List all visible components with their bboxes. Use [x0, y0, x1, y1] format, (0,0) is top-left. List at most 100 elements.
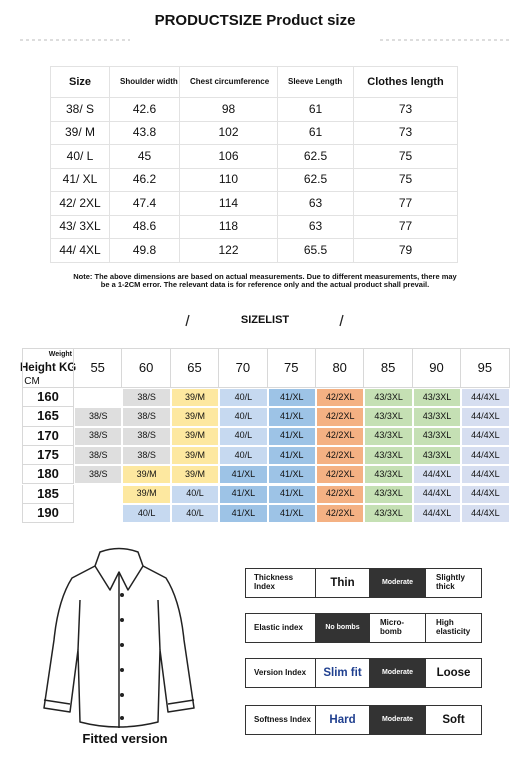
table-cell: 63 [278, 192, 354, 216]
attribute-label: Version Index [245, 658, 316, 688]
size-cell: 39/M [170, 465, 220, 485]
attribute-label: Softness Index [245, 705, 316, 735]
table-cell: 61 [278, 121, 354, 145]
height-label: 180 [22, 465, 74, 485]
size-cell: 43/3XL [364, 388, 413, 408]
size-cell: 40/L [219, 426, 268, 446]
table-cell: 39/ M [50, 121, 110, 145]
table-cell: 49.8 [110, 239, 180, 263]
attribute-option: Slim fit [316, 658, 370, 688]
size-cell: 43/3XL [364, 484, 413, 504]
size-cell: 42/2XL [316, 503, 365, 524]
size-cell: 39/M [122, 465, 171, 485]
size-cell: 41/XL [267, 426, 316, 446]
size-cell: 44/4XL [412, 484, 462, 504]
table-cell: 106 [180, 145, 278, 169]
note: Note: The above dimensions are based on … [73, 271, 457, 289]
weight-header: 65 [170, 348, 220, 388]
weight-header: 60 [122, 348, 171, 388]
table-cell: 75 [354, 168, 458, 192]
title: PRODUCTSIZE Product size [154, 11, 356, 29]
size-cell: 38/S [122, 445, 171, 466]
table-cell: 61 [278, 98, 354, 122]
size-cell: 42/2XL [316, 407, 365, 427]
table-cell: 43.8 [110, 121, 180, 145]
table-cell: 65.5 [278, 239, 354, 263]
table-cell: 42.6 [110, 98, 180, 122]
size-cell: 40/L [219, 445, 268, 466]
size-cell: 38/S [122, 426, 171, 446]
size-cell: 41/XL [267, 484, 316, 504]
size-cell: 44/4XL [461, 445, 510, 466]
size-cell: 41/XL [219, 503, 268, 524]
table-cell: 102 [180, 121, 278, 145]
table-cell: 122 [180, 239, 278, 263]
table-cell: 73 [354, 121, 458, 145]
size-cell: 41/XL [219, 484, 268, 504]
weight-header: 70 [219, 348, 268, 388]
table-cell: 44/ 4XL [50, 239, 110, 263]
size-cell: 40/L [219, 388, 268, 408]
size-cell: 43/3XL [364, 407, 413, 427]
size-cell: 41/XL [267, 503, 316, 524]
table-cell: 98 [180, 98, 278, 122]
size-cell: 39/M [170, 407, 220, 427]
size-cell [74, 503, 123, 524]
size-cell: 38/S [74, 407, 123, 427]
height-label: 190 [22, 503, 74, 524]
size-cell: 38/S [74, 426, 123, 446]
size-cell: 44/4XL [412, 503, 462, 524]
table-cell: 73 [354, 98, 458, 122]
size-cell: 40/L [122, 503, 171, 524]
section-title: SIZELIST [240, 313, 290, 326]
height-label: 160 [22, 388, 74, 408]
buttons [120, 593, 124, 720]
table-cell: 43/ 3XL [50, 215, 110, 239]
table-cell: 77 [354, 192, 458, 216]
size-cell: 44/4XL [412, 465, 462, 485]
table-cell: 63 [278, 215, 354, 239]
size-cell: 40/L [170, 503, 220, 524]
weight-header: 90 [412, 348, 462, 388]
attribute-option: Loose [426, 658, 482, 688]
size-cell: 41/XL [267, 465, 316, 485]
size-cell: 43/3XL [364, 445, 413, 466]
weight-header: 85 [364, 348, 413, 388]
table-cell: 42/ 2XL [50, 192, 110, 216]
height-label: 175 [22, 445, 74, 466]
size-cell: 43/3XL [364, 503, 413, 524]
size-cell: 43/3XL [412, 426, 462, 446]
attribute-option: High elasticity [426, 613, 482, 643]
size-cell: 43/3XL [364, 426, 413, 446]
size-cell: 44/4XL [461, 388, 510, 408]
attribute-option: Moderate [370, 658, 426, 688]
attribute-label: Elastic index [245, 613, 316, 643]
weight-header: 55 [74, 348, 123, 388]
size-cell: 42/2XL [316, 465, 365, 485]
size-cell: 42/2XL [316, 484, 365, 504]
size-cell: 44/4XL [461, 465, 510, 485]
shirt [43, 547, 195, 728]
weight-header: 95 [461, 348, 510, 388]
table-cell: 38/ S [50, 98, 110, 122]
table-header: Sleeve Length [278, 66, 354, 98]
slash [339, 314, 344, 327]
table-cell: 118 [180, 215, 278, 239]
corner-height: Height KG [20, 361, 77, 374]
table-cell: 41/ XL [50, 168, 110, 192]
table-header: Clothes length [354, 66, 458, 98]
size-cell: 39/M [122, 484, 171, 504]
table-cell: 62.5 [278, 145, 354, 169]
size-cell: 39/M [170, 426, 220, 446]
table-cell: 62.5 [278, 168, 354, 192]
size-cell: 42/2XL [316, 426, 365, 446]
caption: Fitted version [82, 730, 168, 746]
corner-weight: Weight [48, 351, 72, 359]
attribute-option: Thin [316, 568, 370, 598]
attribute-option: Hard [316, 705, 370, 735]
size-cell: 42/2XL [316, 445, 365, 466]
table-header: Chest circumference [180, 66, 278, 98]
size-cell [74, 484, 123, 504]
size-cell: 41/XL [267, 388, 316, 408]
